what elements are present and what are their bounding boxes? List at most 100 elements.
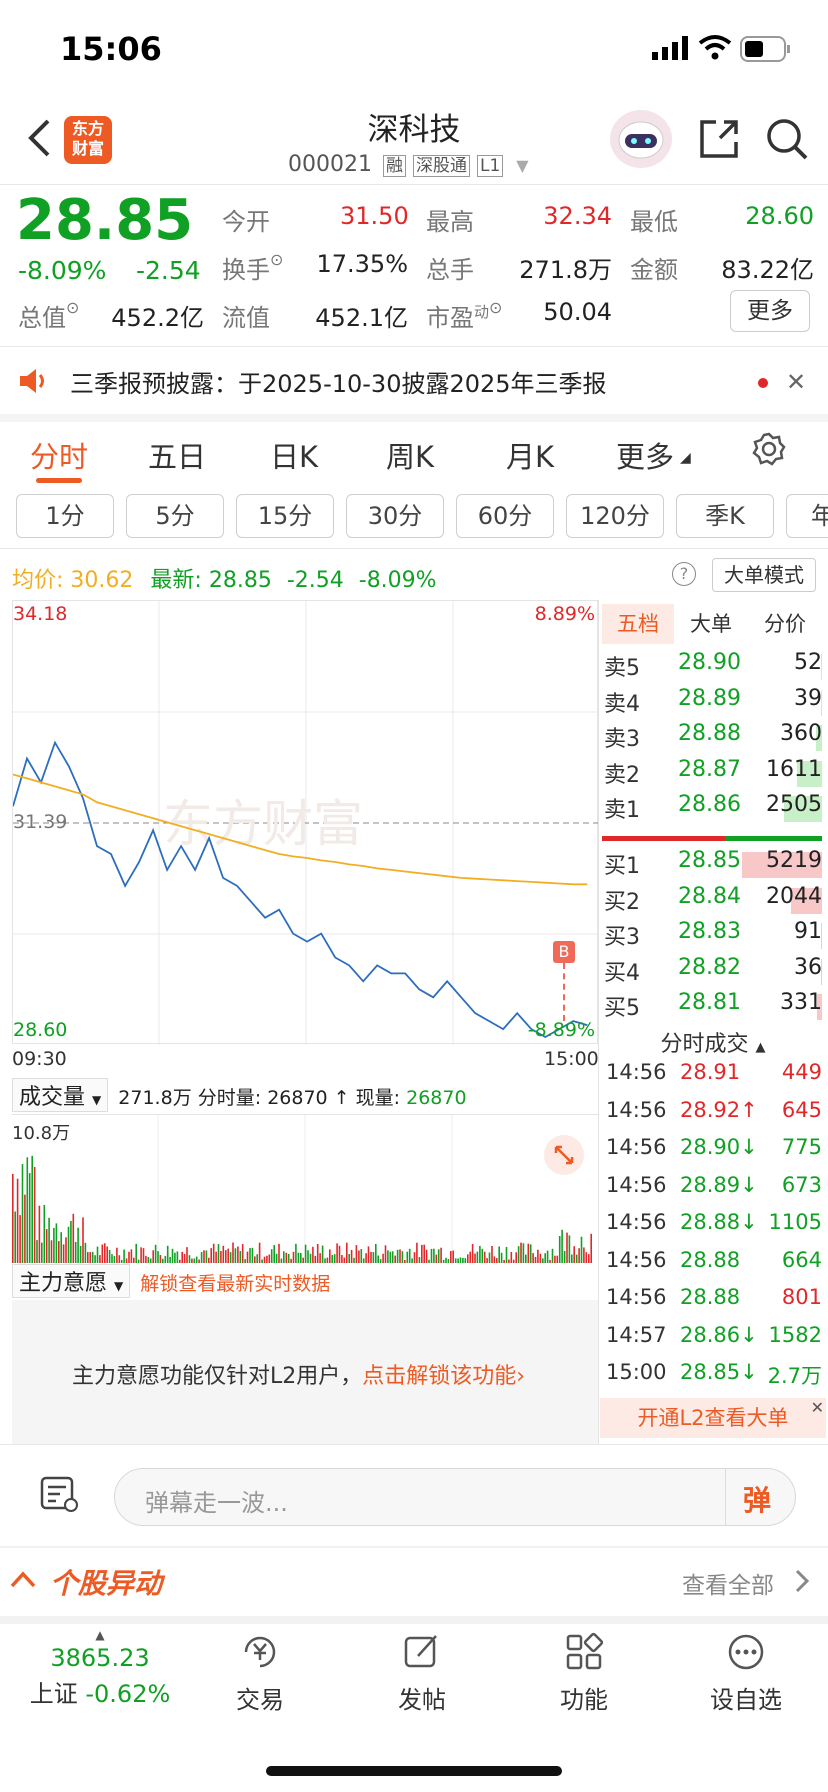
period-30m[interactable]: 30分 bbox=[346, 494, 444, 538]
share-icon[interactable] bbox=[698, 118, 740, 164]
period-120m[interactable]: 120分 bbox=[566, 494, 664, 538]
volume-bar bbox=[447, 1259, 450, 1263]
volume-bar bbox=[372, 1252, 375, 1263]
volume-bar bbox=[350, 1250, 353, 1263]
volume-bar bbox=[297, 1252, 300, 1263]
volume-label: 总手 bbox=[426, 256, 474, 284]
volume-bar bbox=[312, 1246, 314, 1263]
volume-bar bbox=[515, 1252, 517, 1263]
dropdown-icon[interactable]: ▼ bbox=[516, 156, 529, 175]
period-15m[interactable]: 15分 bbox=[236, 494, 334, 538]
volume-select[interactable]: 成交量 ▼ bbox=[12, 1078, 109, 1112]
note-icon[interactable] bbox=[40, 1474, 80, 1518]
volume-bar bbox=[183, 1253, 186, 1263]
more-button[interactable]: 更多 bbox=[730, 290, 810, 332]
volume-bar bbox=[91, 1251, 94, 1263]
tab-big-order[interactable]: 大单 bbox=[690, 612, 732, 636]
trades-title[interactable]: 分时成交 ▲ bbox=[602, 1026, 824, 1058]
level-volume: 2044 bbox=[766, 883, 822, 909]
l2-unlock-link[interactable]: 点击解锁该功能 bbox=[362, 1364, 517, 1389]
nav-functions[interactable]: 功能 bbox=[524, 1632, 644, 1715]
period-1m[interactable]: 1分 bbox=[16, 494, 114, 538]
volume-bar bbox=[72, 1213, 75, 1263]
anomaly-title: 个股异动 bbox=[50, 1567, 163, 1600]
volume-value: 271.8万 bbox=[519, 256, 612, 284]
unlock-link[interactable]: 解锁查看最新实时数据 bbox=[140, 1273, 331, 1295]
info-icon[interactable]: ⊙ bbox=[66, 298, 80, 317]
l2-banner[interactable]: 开通L2查看大单 ✕ bbox=[600, 1398, 826, 1438]
volume-bar bbox=[33, 1167, 36, 1263]
info-icon[interactable]: ⊙ bbox=[270, 250, 284, 269]
gear-icon[interactable] bbox=[752, 432, 786, 470]
main-force-select[interactable]: 主力意愿 ▼ bbox=[12, 1264, 131, 1298]
close-icon[interactable]: ✕ bbox=[810, 1398, 824, 1417]
volume-max-label: 10.8万 bbox=[12, 1123, 71, 1144]
close-icon[interactable]: ✕ bbox=[786, 368, 807, 396]
nav-post[interactable]: 发帖 bbox=[362, 1632, 482, 1715]
trade-direction: ↓ bbox=[740, 1210, 758, 1234]
tab-5day[interactable]: 五日 bbox=[148, 440, 207, 474]
tab-daily[interactable]: 日K bbox=[270, 440, 319, 474]
stock-code-row[interactable]: 000021 融 深股通 L1 ▼ bbox=[288, 151, 529, 177]
level-label: 买2 bbox=[604, 889, 640, 915]
trade-volume: 673 bbox=[781, 1172, 822, 1197]
big-order-mode-button[interactable]: 大单模式 bbox=[712, 558, 816, 592]
price-chart[interactable]: 东方财富 34.18 8.89% 31.39 28.60 -8.89% B bbox=[12, 600, 599, 1045]
period-quarter[interactable]: 季K bbox=[676, 494, 774, 538]
volume-bar bbox=[142, 1248, 145, 1263]
nav-watchlist[interactable]: 设自选 bbox=[686, 1632, 806, 1715]
nav-trade[interactable]: 交易 bbox=[200, 1632, 320, 1715]
volume-bar bbox=[338, 1245, 341, 1263]
back-icon[interactable] bbox=[26, 118, 52, 162]
notice-bar[interactable]: 三季报预披露：于2025-10-30披露2025年三季报 ✕ bbox=[0, 348, 828, 414]
volume-bar bbox=[193, 1258, 196, 1263]
volume-bar bbox=[210, 1248, 212, 1263]
volume-bar bbox=[389, 1251, 392, 1263]
volume-bar bbox=[508, 1259, 510, 1263]
period-60m[interactable]: 60分 bbox=[456, 494, 554, 538]
index-widget[interactable]: ▲ 3865.23 上证 -0.62% bbox=[20, 1628, 180, 1718]
grid-icon bbox=[566, 1632, 604, 1670]
volume-bar bbox=[404, 1260, 406, 1263]
volume-bar bbox=[159, 1255, 162, 1263]
level-volume: 36 bbox=[794, 954, 822, 980]
volume-bar bbox=[116, 1247, 118, 1263]
search-icon[interactable] bbox=[764, 116, 810, 166]
tab-more[interactable]: 更多 bbox=[616, 440, 675, 474]
level-volume: 2505 bbox=[766, 792, 822, 817]
volume-bar bbox=[96, 1246, 99, 1263]
volume-bar bbox=[450, 1251, 452, 1263]
assistant-avatar[interactable] bbox=[610, 110, 672, 168]
volume-bar bbox=[471, 1244, 474, 1263]
volume-bar bbox=[137, 1259, 140, 1263]
tab-fenshi[interactable]: 分时 bbox=[30, 440, 89, 474]
view-all-link[interactable]: 查看全部 bbox=[682, 1573, 774, 1599]
period-5m[interactable]: 5分 bbox=[126, 494, 224, 538]
danmaku-input[interactable]: 弹幕走一波... 弹 bbox=[114, 1468, 796, 1526]
ask-level-2: 卖4 28.89 39 bbox=[602, 686, 822, 720]
bottom-nav bbox=[0, 1624, 828, 1792]
period-year[interactable]: 年 bbox=[786, 494, 828, 538]
tab-weekly[interactable]: 周K bbox=[386, 440, 435, 474]
danmaku-send-button[interactable]: 弹 bbox=[743, 1484, 772, 1517]
help-icon[interactable]: ? bbox=[672, 562, 696, 586]
anomaly-section[interactable]: 个股异动 查看全部 bbox=[0, 1550, 828, 1614]
volume-bar bbox=[423, 1244, 425, 1263]
volume-bar bbox=[479, 1245, 481, 1263]
expand-icon[interactable] bbox=[544, 1135, 584, 1175]
volume-bar bbox=[578, 1248, 580, 1263]
buy-marker[interactable]: B bbox=[553, 941, 575, 963]
volume-bar bbox=[82, 1217, 84, 1263]
volume-bar bbox=[120, 1259, 123, 1263]
volume-bar bbox=[496, 1258, 498, 1263]
info-icon[interactable]: ⊙ bbox=[489, 298, 503, 317]
trades-title-text: 分时成交 bbox=[660, 1032, 749, 1057]
volume-bar bbox=[99, 1255, 101, 1263]
volume-bar bbox=[457, 1258, 459, 1263]
orderbook-tabs: 五档 大单 分价 bbox=[602, 604, 824, 644]
tab-five-level[interactable]: 五档 bbox=[602, 604, 674, 644]
volume-chart[interactable]: 10.8万 bbox=[12, 1114, 598, 1263]
tab-price-dist[interactable]: 分价 bbox=[764, 612, 806, 636]
ask-level-4: 卖2 28.87 1611 bbox=[602, 757, 822, 791]
tab-monthly[interactable]: 月K bbox=[506, 440, 555, 474]
